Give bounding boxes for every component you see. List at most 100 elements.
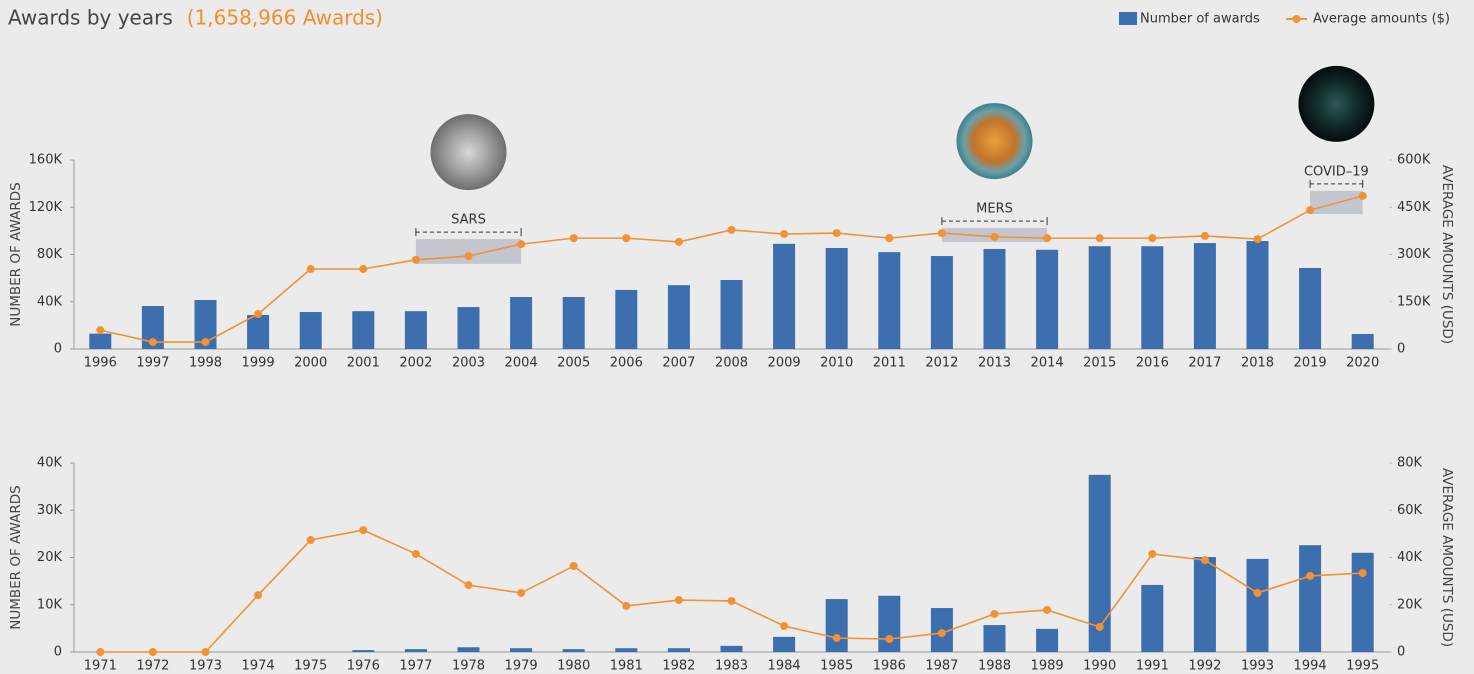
y-tick-label: 160K <box>29 153 63 168</box>
line-point <box>622 601 631 610</box>
y2-tick-label: 150K <box>1397 294 1431 309</box>
y2-axis-title: AVERAGE AMOUNTS (USD) <box>1439 165 1455 344</box>
bar <box>878 595 901 652</box>
bar <box>1193 557 1216 652</box>
x-tick-label: 2019 <box>1294 356 1327 371</box>
line-point <box>1148 549 1157 558</box>
line-point <box>96 326 105 335</box>
x-tick-label: 2008 <box>715 356 748 371</box>
y2-tick-label: 600K <box>1397 153 1431 168</box>
line-point <box>306 264 315 273</box>
line-point <box>1358 191 1367 200</box>
line-point <box>96 648 105 656</box>
bar <box>1088 246 1111 349</box>
x-tick-label: 2010 <box>820 356 853 371</box>
bar <box>141 306 164 349</box>
bar <box>615 289 638 349</box>
y2-tick-label: 60K <box>1397 503 1423 518</box>
line-point <box>569 562 578 571</box>
x-tick-label: 2013 <box>978 356 1011 371</box>
x-tick-label: 2020 <box>1346 356 1379 371</box>
line-point <box>1095 234 1104 243</box>
x-tick-label: 2001 <box>347 356 380 371</box>
bar <box>1299 545 1322 652</box>
bar <box>825 599 848 652</box>
line-point <box>937 629 946 638</box>
line-point <box>674 596 683 605</box>
y2-tick-label: 0 <box>1397 342 1405 357</box>
bar <box>1351 333 1374 349</box>
line-point <box>359 264 368 273</box>
x-tick-label: 1977 <box>399 659 432 674</box>
virus-image <box>1298 65 1375 142</box>
y2-tick-label: 450K <box>1397 200 1431 215</box>
x-tick-label: 2003 <box>452 356 485 371</box>
line-point <box>411 549 420 558</box>
y2-tick-label: 40K <box>1397 550 1423 565</box>
y-tick-label: 20K <box>37 550 63 565</box>
x-tick-label: 2007 <box>662 356 695 371</box>
y-tick-label: 30K <box>37 503 63 518</box>
bar <box>1036 628 1059 652</box>
bar <box>247 314 270 349</box>
line-point <box>411 255 420 264</box>
bar <box>352 311 375 349</box>
line-point <box>727 596 736 605</box>
bar <box>1246 558 1269 652</box>
line-point <box>937 229 946 238</box>
x-tick-label: 1976 <box>347 659 380 674</box>
bar <box>562 297 585 349</box>
x-tick-label: 1987 <box>925 659 958 674</box>
line-point <box>1306 571 1315 580</box>
line-point <box>254 591 263 600</box>
bar <box>878 252 901 349</box>
legend-swatch <box>1292 15 1301 23</box>
line-point <box>254 310 263 319</box>
chart-subtitle: (1,658,966 Awards) <box>187 6 383 30</box>
bar <box>457 647 480 652</box>
bar <box>773 636 796 652</box>
line-point <box>201 648 210 656</box>
x-tick-label: 2005 <box>557 356 590 371</box>
x-tick-label: 1984 <box>768 659 801 674</box>
line-point <box>464 252 473 261</box>
annotation-label: COVID–19 <box>1304 164 1369 179</box>
line-point <box>1200 231 1209 240</box>
bar <box>773 243 796 349</box>
line-point <box>148 648 157 656</box>
bar <box>457 307 480 349</box>
bar <box>615 648 638 652</box>
y2-tick-label: 20K <box>1397 597 1423 612</box>
bar <box>667 648 690 652</box>
x-tick-label: 2004 <box>505 356 538 371</box>
line-point <box>674 237 683 246</box>
line-point <box>201 338 210 347</box>
x-tick-label: 2014 <box>1031 356 1064 371</box>
line-point <box>1148 234 1157 243</box>
x-tick-label: 1993 <box>1241 659 1274 674</box>
x-tick-label: 2017 <box>1188 356 1221 371</box>
x-tick-label: 1994 <box>1294 659 1327 674</box>
line-point <box>1358 569 1367 578</box>
x-tick-label: 1988 <box>978 659 1011 674</box>
line-point <box>727 225 736 234</box>
x-tick-label: 1974 <box>242 659 275 674</box>
y2-tick-label: 0 <box>1397 645 1405 660</box>
annotation-box <box>415 239 522 264</box>
x-tick-label: 2002 <box>399 356 432 371</box>
line-point <box>1253 588 1262 597</box>
line-point <box>569 234 578 243</box>
bar <box>1141 584 1164 652</box>
x-tick-label: 1971 <box>84 659 117 674</box>
line-point <box>517 240 526 249</box>
bar <box>404 649 427 652</box>
x-tick-label: 1973 <box>189 659 222 674</box>
y-tick-label: 40K <box>37 294 63 309</box>
x-tick-label: 1985 <box>820 659 853 674</box>
y-tick-label: 40K <box>37 456 63 471</box>
bar <box>1193 243 1216 349</box>
x-tick-label: 1997 <box>136 356 169 371</box>
x-tick-label: 1990 <box>1083 659 1116 674</box>
bar <box>299 312 322 349</box>
